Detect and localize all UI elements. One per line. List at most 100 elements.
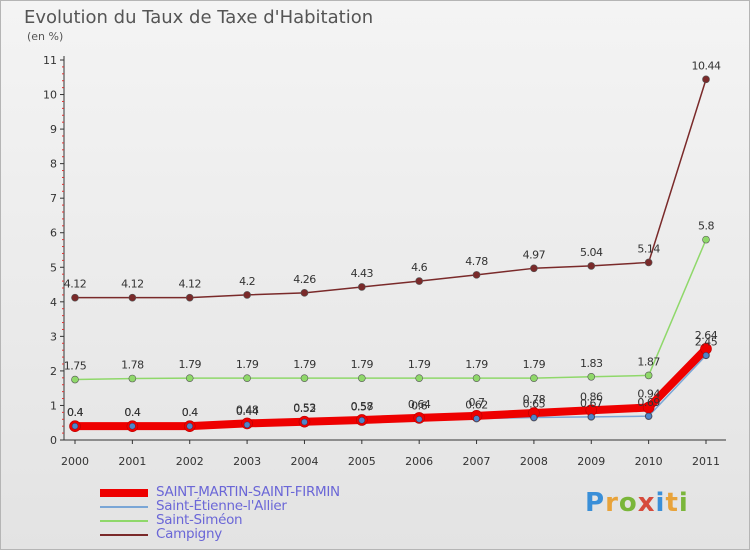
- data-label: 4.43: [351, 267, 374, 280]
- data-label: 0.64: [408, 398, 431, 411]
- x-tick-label: 2000: [61, 455, 89, 468]
- data-label: 10.44: [692, 59, 721, 72]
- y-tick-label: 6: [50, 227, 57, 240]
- data-label: 2.64: [695, 329, 718, 342]
- data-point: [415, 374, 423, 382]
- y-tick-label: 2: [50, 365, 57, 378]
- y-tick-label: 8: [50, 158, 57, 171]
- legend-swatch: [100, 534, 148, 536]
- x-tick-label: 2001: [118, 455, 146, 468]
- legend-swatch: [100, 506, 148, 508]
- logo-letter: x: [637, 488, 656, 518]
- x-tick-label: 2008: [520, 455, 548, 468]
- legend-swatch: [100, 489, 148, 497]
- data-label: 4.12: [121, 278, 144, 291]
- y-tick-label: 1: [50, 399, 57, 412]
- legend-swatch: [100, 520, 148, 522]
- data-label: 0.57: [351, 400, 374, 413]
- data-label: 5.14: [637, 242, 660, 255]
- data-label: 1.75: [64, 360, 87, 373]
- data-labels: 0.4 0.4 0.4 0.48 0.53 0.58 0.64 0.7 0.78 0.86 0.94…: [64, 59, 722, 419]
- logo-letter: r: [605, 488, 619, 518]
- data-point: [301, 418, 308, 426]
- y-tick-label: 7: [50, 192, 57, 205]
- data-label: 1.79: [408, 358, 431, 371]
- x-tick-label: 2004: [290, 455, 318, 468]
- y-tick-label: 4: [50, 296, 57, 309]
- data-point: [71, 422, 79, 430]
- data-label: 4.6: [411, 261, 427, 274]
- data-label: 1.79: [293, 358, 316, 371]
- data-point: [128, 293, 137, 302]
- data-label: 5.04: [580, 246, 603, 259]
- data-point: [185, 374, 194, 382]
- x-tick-label: 2009: [577, 455, 605, 468]
- y-tick-label: 10: [43, 89, 57, 102]
- x-tick-label: 2011: [692, 455, 720, 468]
- data-point: [185, 293, 194, 302]
- data-label: 0.44: [236, 405, 259, 418]
- data-label: 4.26: [293, 273, 316, 286]
- data-label: 4.78: [465, 255, 488, 268]
- data-point: [358, 417, 366, 424]
- y-tick-label: 5: [50, 261, 57, 274]
- axes: 0 1 2 3 4 5 6 7 8 9 10 11 2000 2001 2002 2003 2004 2005 20…: [43, 54, 726, 468]
- y-tick-label: 3: [50, 330, 57, 343]
- data-point: [128, 374, 137, 383]
- data-point: [243, 291, 251, 299]
- unit-label: (en %): [27, 30, 64, 43]
- data-point: [644, 371, 653, 380]
- data-label: 0.62: [465, 399, 488, 412]
- x-tick-label: 2005: [348, 455, 376, 468]
- data-label: 0.78: [523, 393, 546, 406]
- data-point: [415, 416, 423, 423]
- data-label: 0.52: [293, 402, 316, 415]
- data-point: [129, 422, 136, 430]
- logo-letter: i: [655, 488, 666, 518]
- data-point: [358, 283, 366, 291]
- x-tick-label: 2007: [463, 455, 491, 468]
- x-tick-label: 2006: [405, 455, 433, 468]
- x-tick-label: 2010: [635, 455, 663, 468]
- y-tick-label: 9: [50, 123, 57, 136]
- data-point: [71, 375, 79, 384]
- y-tick-label: 0: [50, 434, 57, 447]
- data-point: [530, 374, 538, 382]
- legend-label: Saint-Étienne-l'Allier: [156, 498, 287, 514]
- series-line: [74, 239, 707, 381]
- logo-letter: i: [678, 488, 689, 518]
- data-label: 0.4: [67, 406, 83, 419]
- data-label: 1.79: [351, 358, 374, 371]
- data-label: 0.67: [580, 397, 603, 410]
- data-point: [530, 264, 538, 273]
- data-label: 0.4: [67, 406, 83, 419]
- data-label: 0.69: [637, 396, 660, 409]
- logo-letter: o: [618, 488, 638, 518]
- series-line: [75, 79, 707, 299]
- series-layer: [69, 75, 712, 432]
- data-label: 0.4: [182, 406, 198, 419]
- data-label: 1.79: [523, 358, 546, 371]
- data-point: [186, 422, 193, 430]
- chart-title: Evolution du Taux de Taxe d'Habitation: [24, 7, 374, 28]
- x-tick-label: 2003: [233, 455, 261, 468]
- data-label: 0.53: [293, 402, 316, 415]
- data-label: 0.65: [523, 398, 546, 411]
- data-point: [587, 262, 596, 270]
- data-point: [702, 75, 710, 84]
- data-point: [702, 352, 710, 359]
- data-point: [71, 293, 79, 302]
- data-label: 4.2: [239, 275, 255, 288]
- data-label: 0.48: [236, 403, 259, 416]
- data-point: [243, 421, 251, 429]
- data-label: 0.58: [351, 400, 374, 413]
- data-label: 2.45: [695, 335, 718, 348]
- data-label: 1.83: [580, 357, 603, 370]
- data-label: 0.94: [637, 388, 660, 401]
- data-point: [358, 374, 366, 382]
- data-point: [300, 374, 309, 382]
- data-label: 0.6: [411, 399, 427, 412]
- data-label: 5.8: [698, 220, 714, 233]
